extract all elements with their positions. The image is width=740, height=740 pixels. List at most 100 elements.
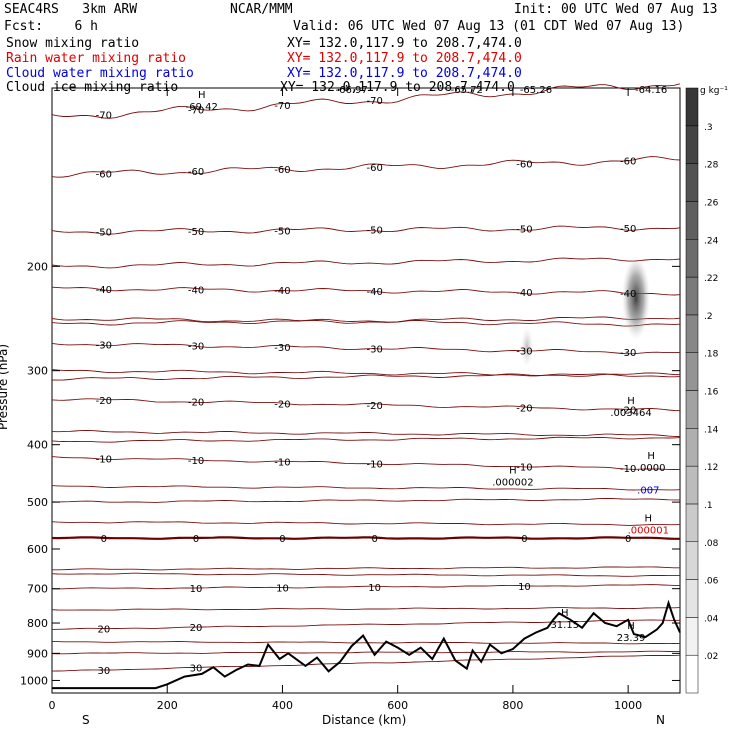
colorbar-unit: g kg⁻¹ (700, 86, 728, 96)
y-tick-label: 900 (27, 647, 48, 660)
contour-10 (52, 584, 680, 590)
temperature-contours (51, 83, 681, 672)
contour-label: -50 (274, 226, 290, 237)
colorbar-tick-label: .24 (704, 236, 719, 246)
colorbar-tick-label: .22 (704, 274, 718, 284)
extrema-h-label: H (645, 513, 653, 524)
contour-label: -50 (96, 228, 112, 239)
colorbar-cell (685, 163, 699, 202)
extrema-value: 23.39 (617, 633, 646, 644)
contour-minor (51, 485, 681, 491)
contour-minor (51, 640, 681, 645)
contour-label: -40 (516, 288, 532, 299)
extrema-h-label: H (647, 451, 655, 462)
contour--10 (51, 456, 681, 470)
contour-label: -30 (620, 348, 636, 359)
contour-label: -40 (620, 289, 636, 300)
contour-label: -30 (274, 343, 290, 354)
init-time: Init: 00 UTC Wed 07 Aug 13 (514, 2, 718, 17)
contour-labels: -70 -70 -70 -70 -60 -60 -60 -60 -60 -60 -50 -50 -50 -… (96, 96, 637, 677)
colorbar-cell (685, 314, 699, 353)
contour-label: -50 (620, 224, 636, 235)
top-contour-value: -65.72 (451, 85, 483, 96)
contour-label: -20 (516, 404, 532, 415)
contour-20 (51, 619, 681, 630)
colorbar-tick-label: .06 (704, 577, 719, 587)
extrema-value: -69.42 (186, 102, 218, 113)
contour-label: -30 (516, 347, 532, 358)
field-label-cloudwater: Cloud water mixing ratio (6, 66, 194, 81)
extrema-h-label: H (627, 396, 635, 407)
contour-label: -40 (274, 286, 290, 297)
contour-label: -50 (366, 226, 382, 237)
x-tick-label: 0 (49, 699, 56, 712)
model-title: SEAC4RS 3km ARW (4, 2, 138, 17)
contour-label: 0 (279, 534, 285, 545)
contour-30 (51, 654, 681, 672)
contour-minor (51, 257, 681, 269)
contour--40 (51, 286, 681, 296)
contour-label: -70 (188, 106, 204, 117)
extrema-value: .003464 (610, 408, 651, 419)
x-tick-label: 600 (387, 699, 408, 712)
contour-minor (51, 607, 681, 611)
field-label-snow: Snow mixing ratio (6, 36, 140, 51)
contour-label: -10 (96, 454, 112, 465)
colorbar-cell (685, 352, 699, 391)
contour-label: -20 (620, 405, 636, 416)
colorbar-cell (685, 201, 699, 240)
x-axis-ticks: 0 200 400 600 800 1000 (49, 88, 642, 712)
colorbar-cell (685, 579, 699, 618)
colorbar-cell (685, 239, 699, 278)
contour-minor (51, 369, 681, 378)
contour-label: -60 (96, 169, 112, 180)
colorbar-cell (685, 465, 699, 505)
contour--60 (51, 156, 681, 178)
y-tick-label: 300 (27, 365, 48, 378)
org-label: NCAR/MMM (230, 2, 293, 17)
x-axis-label: Distance (km) (322, 713, 407, 727)
contour-minor (51, 372, 681, 381)
contour-label: 10 (518, 582, 531, 593)
north-label: N (656, 713, 665, 727)
contour-label: 20 (190, 623, 203, 634)
y-tick-label: 600 (27, 543, 48, 556)
colorbar-cell (685, 428, 699, 467)
colorbar-cell (685, 87, 699, 127)
y-tick-label: 500 (27, 496, 48, 509)
contour--70 (51, 83, 681, 119)
y-tick-label: 1000 (20, 674, 48, 687)
contour-label: -20 (366, 401, 382, 412)
contour-label: -30 (188, 342, 204, 353)
colorbar-tick-label: .2 (704, 312, 713, 322)
field-xy-rain: XY= 132.0,117.9 to 208.7,474.0 (287, 51, 522, 66)
colorbar-tick-label: .28 (704, 161, 719, 171)
extrema-value: 31.15 (550, 620, 579, 631)
colorbar-tick-label: .04 (704, 614, 719, 624)
contour-label: -20 (188, 398, 204, 409)
contour--50 (51, 225, 681, 235)
colorbar-tick-label: .26 (704, 198, 719, 208)
colorbar-cell (685, 503, 699, 542)
colorbar-tick-label: .18 (704, 350, 719, 360)
contour-label: -20 (96, 396, 112, 407)
contour-label: 20 (97, 625, 110, 636)
extrema-value: .000001 (628, 525, 669, 536)
colorbar-cell (685, 617, 699, 656)
colorbar-cell (685, 125, 699, 164)
contour-label: -30 (366, 344, 382, 355)
south-label: S (82, 713, 90, 727)
contour-label: -40 (188, 286, 204, 297)
contour-minor (51, 316, 681, 326)
contour-label: -70 (96, 110, 112, 121)
y-tick-label: 400 (27, 439, 48, 452)
plot-frame (51, 87, 681, 694)
colorbar-tick-label: .12 (704, 463, 718, 473)
contour-label: -50 (188, 227, 204, 238)
contour-minor (52, 566, 680, 571)
contour--30 (51, 342, 681, 355)
contour-label: 0 (101, 534, 107, 545)
y-axis-label: Pressure (hPa) (0, 343, 11, 431)
